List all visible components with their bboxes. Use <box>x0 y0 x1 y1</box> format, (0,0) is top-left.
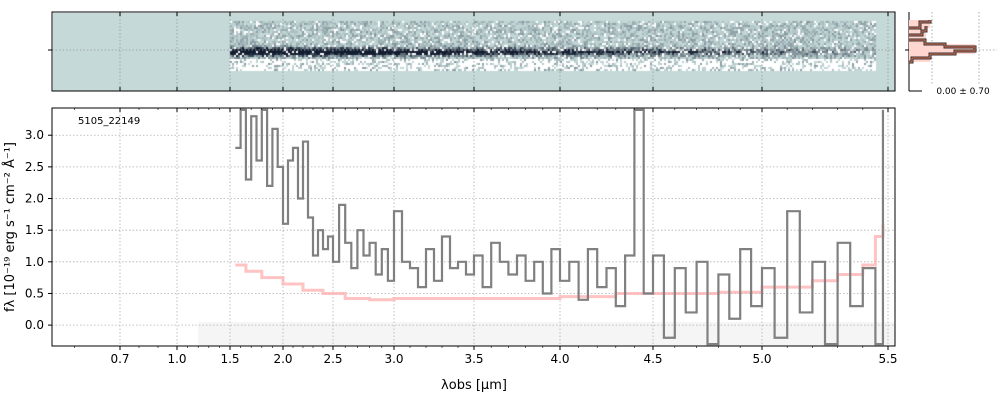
x-tick-label: 5.0 <box>752 352 771 366</box>
profile-panel <box>905 12 997 92</box>
coverage-shade <box>198 322 895 346</box>
x-tick-label: 0.7 <box>110 352 129 366</box>
x-axis-label: λobs [µm] <box>441 378 507 393</box>
spectrum-1d-panel: 0.7 1.0 1.5 2.0 2.5 3.0 3.5 4.0 4.5 5.0 5.5 0.0 0.5 1… <box>25 107 898 366</box>
y-tick-label: 0.0 <box>25 318 44 332</box>
y-axis-label: fλ [10⁻¹⁹ erg s⁻¹ cm⁻² Å⁻¹] <box>2 142 18 312</box>
x-tick-label: 5.5 <box>878 352 897 366</box>
x-tick-label: 1.5 <box>220 352 239 366</box>
x-tick-label: 4.5 <box>643 352 662 366</box>
profile-label: 0.00 ± 0.70 <box>936 87 990 97</box>
plot-frame <box>51 107 896 347</box>
plot-area <box>235 108 885 346</box>
x-tick-label: 3.0 <box>384 352 403 366</box>
y-tick-label: 2.0 <box>25 192 44 206</box>
y-tick-label: 0.5 <box>25 286 44 300</box>
top-frame <box>51 11 896 92</box>
x-tick-label: 1.0 <box>167 352 186 366</box>
y-tick-label: 1.5 <box>25 223 44 237</box>
spectrum-2d-panel <box>48 11 896 92</box>
y-tick-label: 2.5 <box>25 160 44 174</box>
flux-line <box>235 108 885 346</box>
x-tick-label: 2.5 <box>323 352 342 366</box>
x-tick-label: 4.0 <box>550 352 569 366</box>
x-tick-label: 3.5 <box>464 352 483 366</box>
y-tick-label: 1.0 <box>25 255 44 269</box>
y-tick-label: 3.0 <box>25 128 44 142</box>
profile-model-line <box>909 20 976 63</box>
object-label: 5105_22149 <box>78 116 140 127</box>
x-tick-label: 2.0 <box>273 352 292 366</box>
